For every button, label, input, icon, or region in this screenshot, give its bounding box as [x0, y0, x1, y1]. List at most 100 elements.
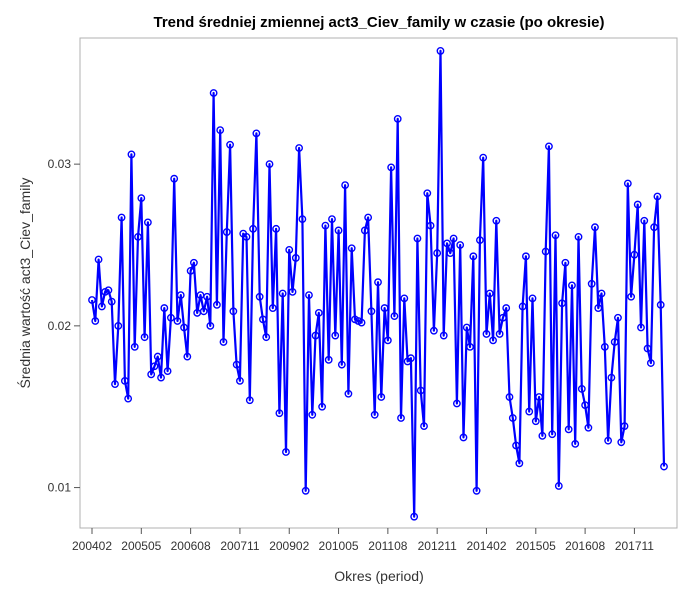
data-point	[245, 396, 254, 405]
data-point	[318, 402, 327, 411]
data-point	[173, 317, 182, 325]
data-point	[439, 331, 448, 340]
data-point	[597, 289, 606, 298]
data-point	[272, 224, 280, 233]
data-point	[400, 294, 409, 303]
data-point	[88, 296, 96, 304]
data-point	[203, 292, 211, 301]
data-point	[512, 441, 520, 450]
data-point	[554, 482, 563, 490]
data-point	[594, 304, 603, 312]
y-tick-label: 0.03	[48, 157, 72, 171]
data-point	[321, 221, 330, 230]
data-point	[344, 389, 353, 398]
chart-title: Trend średniej zmiennej act3_Ciev_family…	[153, 14, 604, 31]
x-axis-label: Okres (period)	[334, 568, 423, 584]
x-tick-label: 201005	[319, 539, 359, 553]
data-point	[341, 181, 350, 190]
data-point	[568, 281, 576, 290]
data-point	[531, 417, 540, 426]
data-point	[515, 459, 524, 468]
data-point	[620, 422, 629, 431]
data-point	[166, 313, 175, 322]
data-point	[383, 336, 392, 345]
data-point	[482, 330, 491, 338]
data-point	[508, 414, 517, 422]
data-point	[423, 189, 432, 198]
data-point	[328, 215, 336, 224]
data-point	[190, 258, 198, 267]
data-point	[305, 291, 313, 300]
data-point	[265, 160, 274, 169]
data-point	[120, 376, 129, 385]
data-point	[153, 352, 162, 361]
data-point	[466, 342, 474, 351]
series-markers	[88, 47, 668, 521]
data-point	[143, 218, 152, 227]
data-point	[219, 338, 228, 346]
data-point	[347, 244, 356, 253]
data-point	[374, 278, 382, 287]
data-point	[469, 252, 478, 261]
data-point	[610, 338, 619, 346]
data-point	[640, 216, 649, 225]
data-point	[324, 355, 333, 364]
data-point	[111, 380, 119, 388]
data-point	[130, 342, 139, 351]
data-point	[387, 163, 396, 172]
data-point	[170, 174, 179, 183]
data-point	[216, 126, 225, 135]
data-point	[163, 367, 172, 376]
series-line	[90, 49, 666, 518]
y-tick-label: 0.01	[48, 481, 72, 495]
data-point	[94, 255, 103, 264]
data-point	[541, 247, 550, 256]
data-point	[656, 300, 665, 309]
data-point	[650, 223, 659, 232]
data-point	[456, 241, 465, 249]
data-point	[367, 307, 376, 316]
data-point	[643, 344, 652, 353]
data-point	[107, 297, 116, 306]
data-point	[637, 323, 645, 332]
data-point	[114, 321, 123, 330]
x-tick-label: 201505	[516, 539, 556, 553]
data-point	[222, 228, 231, 236]
data-point	[600, 342, 609, 351]
data-point	[364, 213, 373, 222]
data-point	[229, 307, 238, 316]
data-point	[291, 254, 300, 262]
data-point	[370, 410, 379, 419]
data-point	[360, 226, 369, 235]
data-point	[134, 233, 142, 241]
data-point	[206, 321, 215, 330]
data-point	[446, 249, 455, 257]
data-point	[377, 393, 386, 401]
data-point	[275, 409, 284, 418]
data-point	[180, 323, 188, 332]
data-point	[308, 410, 317, 419]
data-point	[157, 373, 165, 382]
data-point	[558, 299, 566, 308]
x-tick-label: 201108	[368, 539, 407, 553]
data-point	[630, 250, 639, 259]
data-point	[653, 192, 662, 201]
data-point	[97, 302, 106, 311]
data-point	[505, 393, 514, 401]
data-point	[295, 144, 304, 152]
data-point	[436, 47, 445, 55]
data-point	[499, 313, 507, 322]
x-tick-label: 200608	[171, 539, 211, 553]
data-point	[337, 360, 346, 369]
data-point	[160, 304, 169, 312]
data-point	[627, 292, 636, 301]
data-point	[429, 326, 438, 335]
data-point	[226, 140, 234, 149]
data-point	[127, 150, 136, 159]
data-point	[311, 331, 320, 340]
data-point	[410, 512, 419, 521]
data-point	[564, 425, 573, 434]
data-point	[357, 318, 366, 327]
